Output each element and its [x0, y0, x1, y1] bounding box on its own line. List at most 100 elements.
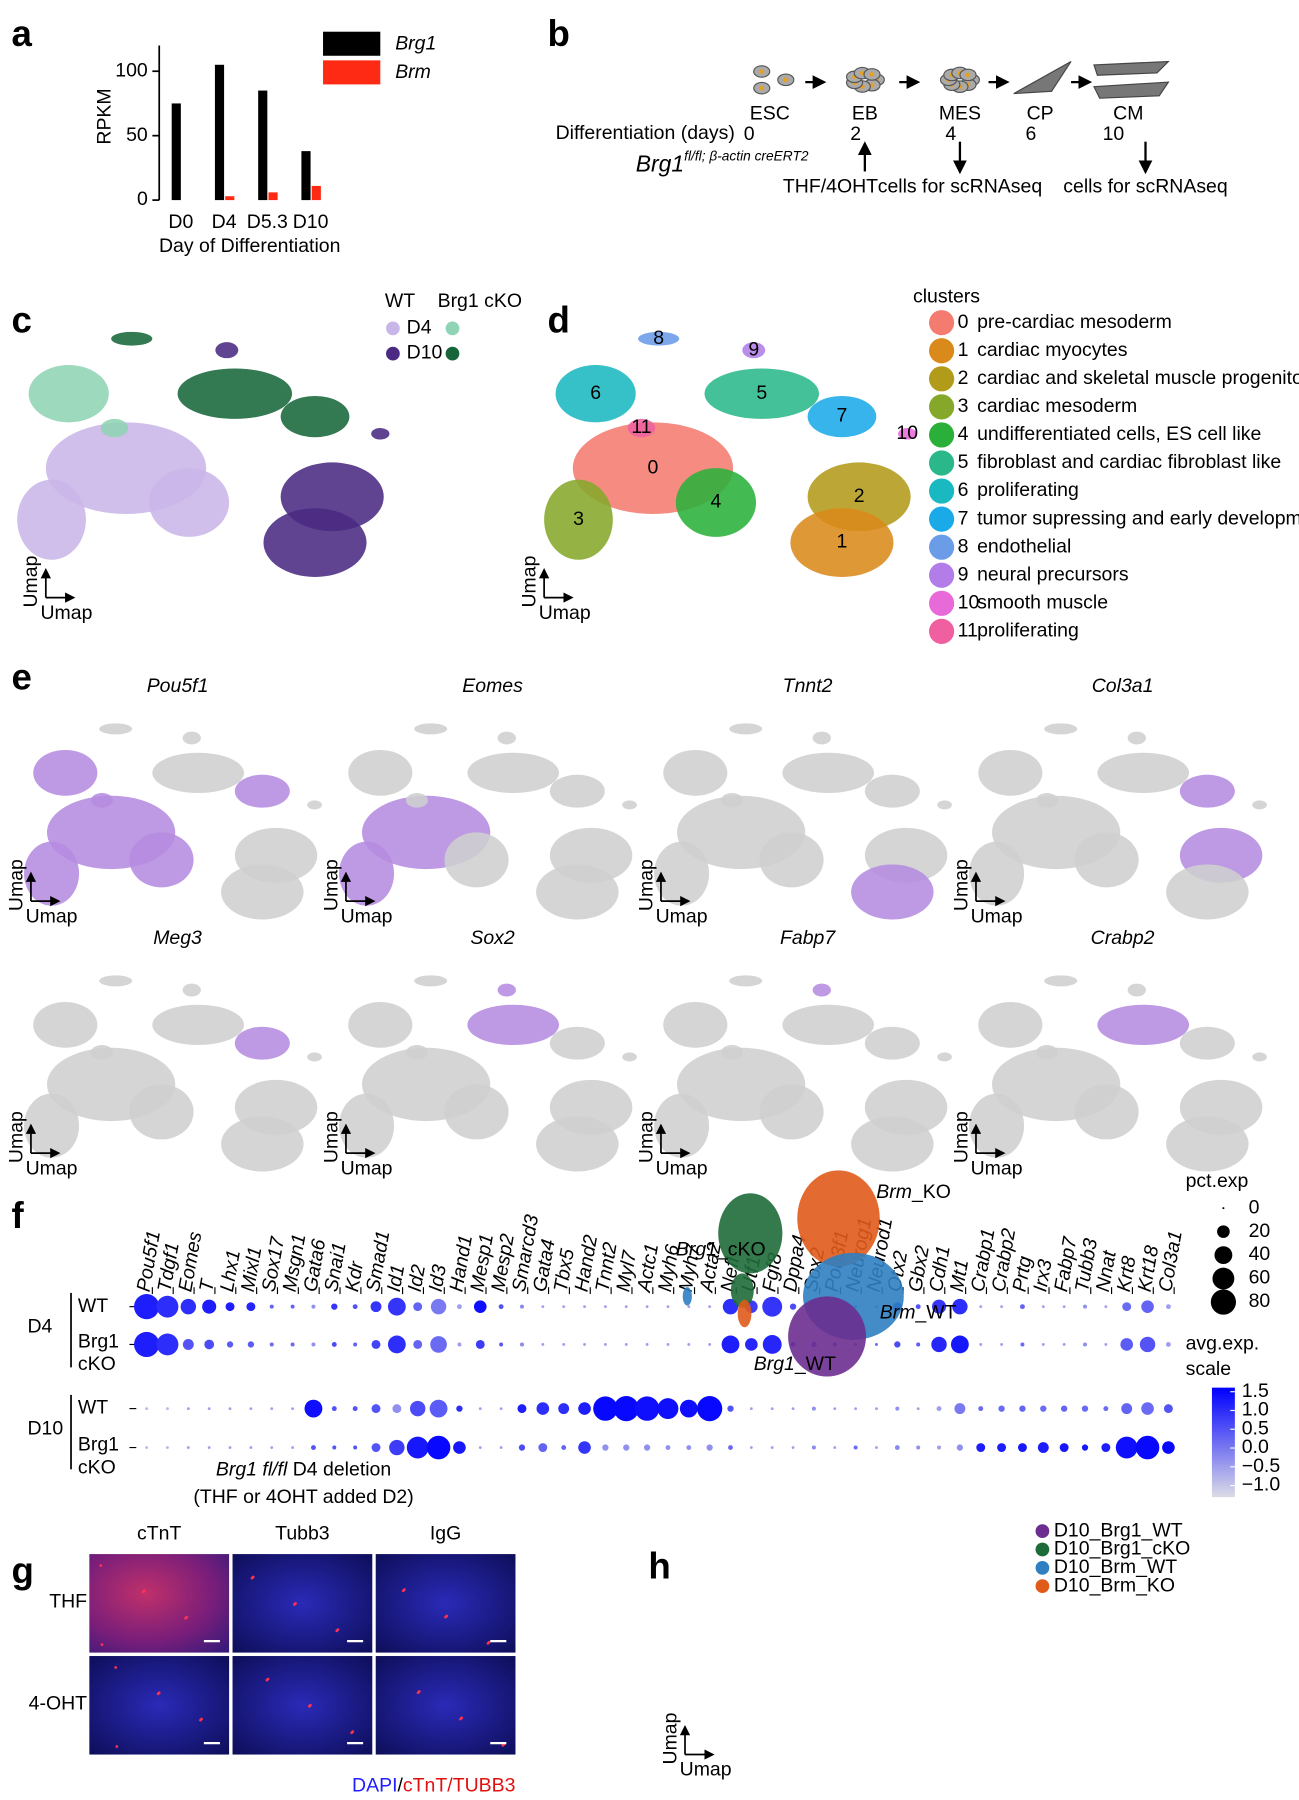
dot: [269, 1304, 274, 1309]
umap-cloud: [221, 1116, 304, 1172]
gene-title: Eomes: [462, 675, 523, 697]
panel-label: e: [11, 657, 31, 698]
dot: [1162, 1441, 1175, 1454]
umap-label: Umap: [635, 859, 657, 911]
dot: [371, 1340, 381, 1349]
colorbar-slice: [1211, 1450, 1235, 1454]
cluster-number: 9: [748, 338, 759, 360]
legend-label: neural precursors: [977, 563, 1129, 585]
umap-label: Umap: [341, 905, 393, 927]
umap-cloud: [152, 1004, 244, 1046]
speck: [402, 1588, 406, 1591]
umap-cloud: [215, 342, 239, 359]
dot: [1000, 1305, 1003, 1309]
dot: [430, 1298, 447, 1315]
stage-name: MES: [939, 102, 981, 124]
cluster-number: 5: [756, 382, 767, 404]
umap-label: Umap: [950, 1111, 972, 1163]
umap: [24, 723, 322, 920]
size-label: 80: [1249, 1290, 1271, 1312]
legend-label: Brm: [395, 61, 431, 83]
dot: [643, 1444, 651, 1451]
micrograph: [375, 1554, 516, 1653]
dot: [1115, 1436, 1138, 1459]
panel-label: g: [11, 1550, 33, 1591]
colorbar-slice: [1211, 1491, 1235, 1495]
umap-cloud: [1074, 1084, 1139, 1140]
umap-label: Umap: [5, 1111, 27, 1163]
gene-title: Crabp2: [1091, 927, 1155, 949]
annotation-rest: _cKO: [716, 1239, 766, 1261]
legend-dot: [1035, 1524, 1050, 1539]
umap-cloud: [898, 428, 917, 440]
color-title: scale: [1186, 1358, 1231, 1380]
dot: [538, 1443, 548, 1453]
umap-cloud: [730, 1273, 754, 1308]
umap-cloud: [1252, 1052, 1267, 1062]
legend-id: 3: [958, 395, 969, 417]
dot: [207, 1407, 211, 1411]
dot: [976, 1443, 986, 1453]
dot: [1041, 1305, 1045, 1309]
speck: [251, 1575, 255, 1579]
umap-cloud: [682, 1287, 692, 1306]
umap-cloud: [720, 1045, 743, 1060]
size-label: 60: [1249, 1267, 1271, 1289]
bar: [225, 196, 235, 201]
dot: [1165, 1342, 1171, 1347]
cluster-number: 3: [573, 508, 584, 530]
colorbar-slice: [1211, 1423, 1235, 1427]
umap-cloud: [720, 793, 743, 808]
colorbar-slice: [1211, 1395, 1235, 1400]
legend-id: 8: [958, 535, 969, 557]
size-key: [1222, 1207, 1225, 1210]
umap-cloud: [371, 428, 390, 440]
dot: [679, 1399, 698, 1418]
collection: cells for scRNAseq: [1063, 176, 1227, 198]
dot: [603, 1343, 607, 1346]
umap-cloud: [129, 832, 194, 888]
umap-cloud: [467, 752, 560, 794]
colorbar-slice: [1211, 1447, 1235, 1451]
stage-day: 6: [1026, 123, 1037, 145]
bar: [171, 103, 181, 201]
umap-cloud: [797, 1170, 880, 1267]
dot: [352, 1406, 358, 1412]
dot: [1037, 1442, 1049, 1454]
dot: [1104, 1305, 1108, 1309]
dot: [499, 1446, 503, 1449]
dot: [207, 1446, 211, 1449]
colorbar-slice: [1211, 1463, 1235, 1468]
dot: [457, 1342, 462, 1347]
legend-label: endothelial: [977, 535, 1071, 557]
dot: [249, 1446, 253, 1449]
dot: [290, 1342, 295, 1347]
umap-label: Umap: [26, 905, 78, 927]
colorbar-slice: [1211, 1482, 1235, 1487]
dot: [1083, 1342, 1087, 1347]
cell-nucleus: [965, 72, 971, 78]
umap-cloud: [555, 365, 636, 423]
dot: [853, 1445, 858, 1450]
cluster-number: 10: [896, 422, 918, 444]
umap-cloud: [788, 1296, 866, 1377]
dot: [916, 1342, 921, 1347]
x-axis-label: Day of Differentiation: [159, 235, 340, 257]
x-tick-label: D0: [168, 211, 193, 233]
collection: cells for scRNAseq: [878, 176, 1042, 198]
annotation-italic: Brg1: [676, 1239, 717, 1261]
umap-cloud: [549, 774, 605, 808]
dot: [291, 1446, 295, 1449]
colorbar-slice: [1211, 1431, 1235, 1435]
dot: [270, 1446, 274, 1449]
axis-label: Differentiation (days): [556, 122, 735, 144]
legend-col: WT: [385, 290, 415, 312]
speck: [487, 1640, 491, 1644]
umap-cloud: [234, 774, 290, 808]
umap-cloud: [1252, 800, 1267, 810]
dot: [791, 1446, 795, 1449]
colorbar-slice: [1211, 1444, 1235, 1449]
bar: [311, 185, 321, 201]
bar: [214, 64, 225, 201]
dot: [578, 1441, 591, 1454]
